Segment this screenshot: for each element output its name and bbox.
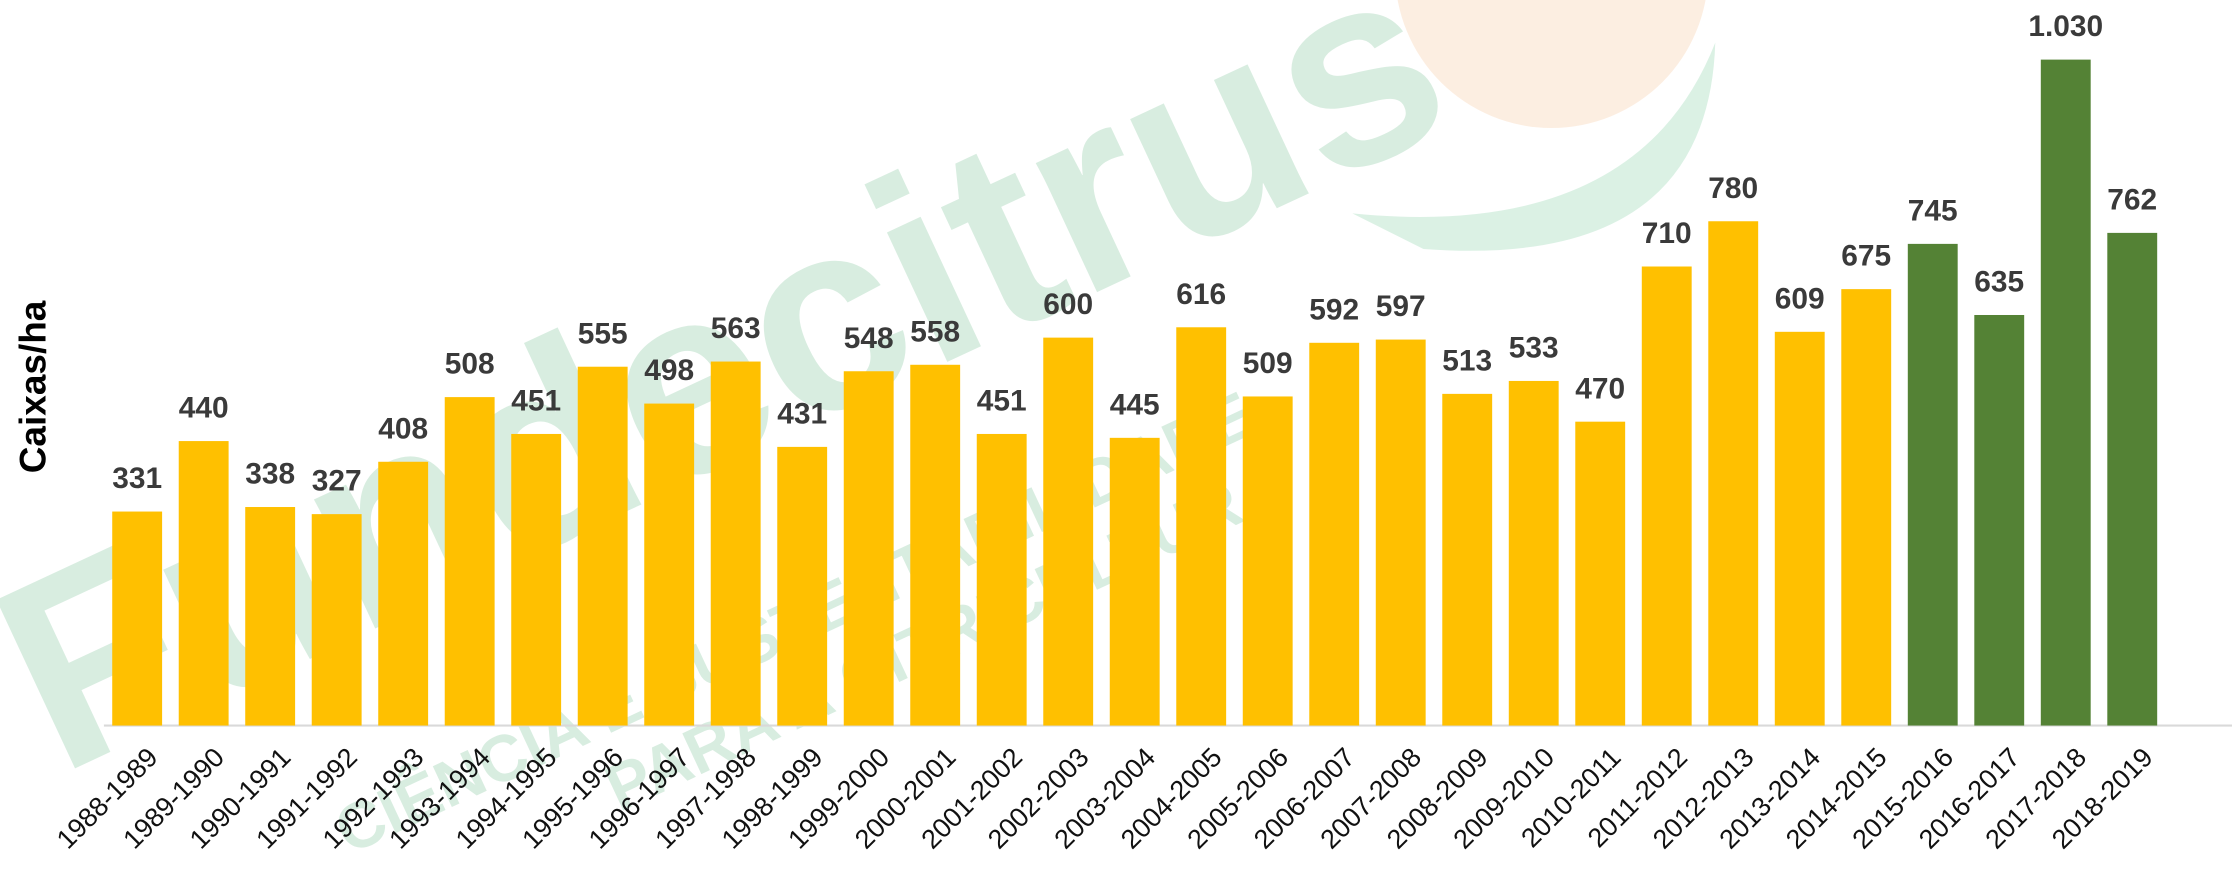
value-label: 513 xyxy=(1442,344,1492,377)
bar xyxy=(1242,396,1293,726)
bar xyxy=(1508,380,1559,726)
value-label: 408 xyxy=(378,412,428,445)
value-label: 451 xyxy=(977,385,1027,418)
bar xyxy=(2107,232,2158,726)
value-label: 327 xyxy=(312,465,362,498)
value-label: 331 xyxy=(112,462,162,495)
bar xyxy=(910,364,961,726)
y-axis-label: Caixas/ha xyxy=(12,300,53,473)
value-label: 762 xyxy=(2107,183,2157,216)
value-label: 1.030 xyxy=(2028,10,2103,43)
bar xyxy=(1641,266,1692,726)
bar xyxy=(644,403,695,726)
bar xyxy=(1176,327,1227,726)
value-label: 445 xyxy=(1110,388,1160,421)
value-label: 616 xyxy=(1176,278,1226,311)
bar xyxy=(178,441,229,726)
bar xyxy=(1841,289,1892,726)
value-label: 498 xyxy=(644,354,694,387)
bar xyxy=(245,507,296,726)
bar xyxy=(1708,221,1759,726)
bar xyxy=(1575,421,1626,726)
value-label: 745 xyxy=(1908,194,1958,227)
value-label: 780 xyxy=(1708,172,1758,205)
value-label: 338 xyxy=(245,458,295,491)
watermark-leaf xyxy=(1352,42,1716,251)
bar xyxy=(1974,314,2025,726)
bar xyxy=(378,461,429,726)
bar xyxy=(511,433,562,726)
value-label: 548 xyxy=(844,322,894,355)
bar xyxy=(311,514,362,726)
value-label: 710 xyxy=(1642,217,1692,250)
bar xyxy=(1043,337,1094,726)
value-label: 509 xyxy=(1243,347,1293,380)
value-label: 440 xyxy=(179,392,229,425)
value-label: 451 xyxy=(511,385,561,418)
bar xyxy=(1109,437,1160,726)
bar xyxy=(577,366,628,726)
value-label: 555 xyxy=(578,317,628,350)
value-label: 597 xyxy=(1376,290,1426,323)
value-label: 600 xyxy=(1043,288,1093,321)
value-label: 675 xyxy=(1841,240,1891,273)
bar xyxy=(2040,59,2091,726)
bar xyxy=(710,361,761,726)
value-label: 592 xyxy=(1309,293,1359,326)
bar xyxy=(976,433,1027,726)
bar xyxy=(843,371,894,726)
bar xyxy=(444,397,495,726)
value-label: 431 xyxy=(777,397,827,430)
bar xyxy=(1375,339,1426,726)
value-label: 508 xyxy=(445,348,495,381)
watermark-sun xyxy=(1397,0,1706,128)
bar xyxy=(1907,243,1958,726)
value-label: 563 xyxy=(711,312,761,345)
value-label: 533 xyxy=(1509,332,1559,365)
bar xyxy=(112,511,163,726)
value-label: 558 xyxy=(910,315,960,348)
bar xyxy=(777,446,828,726)
value-label: 470 xyxy=(1575,372,1625,405)
value-label: 635 xyxy=(1974,266,2024,299)
bar xyxy=(1309,342,1360,726)
value-label: 609 xyxy=(1775,282,1825,315)
bar xyxy=(1442,393,1493,726)
bar xyxy=(1774,331,1825,726)
